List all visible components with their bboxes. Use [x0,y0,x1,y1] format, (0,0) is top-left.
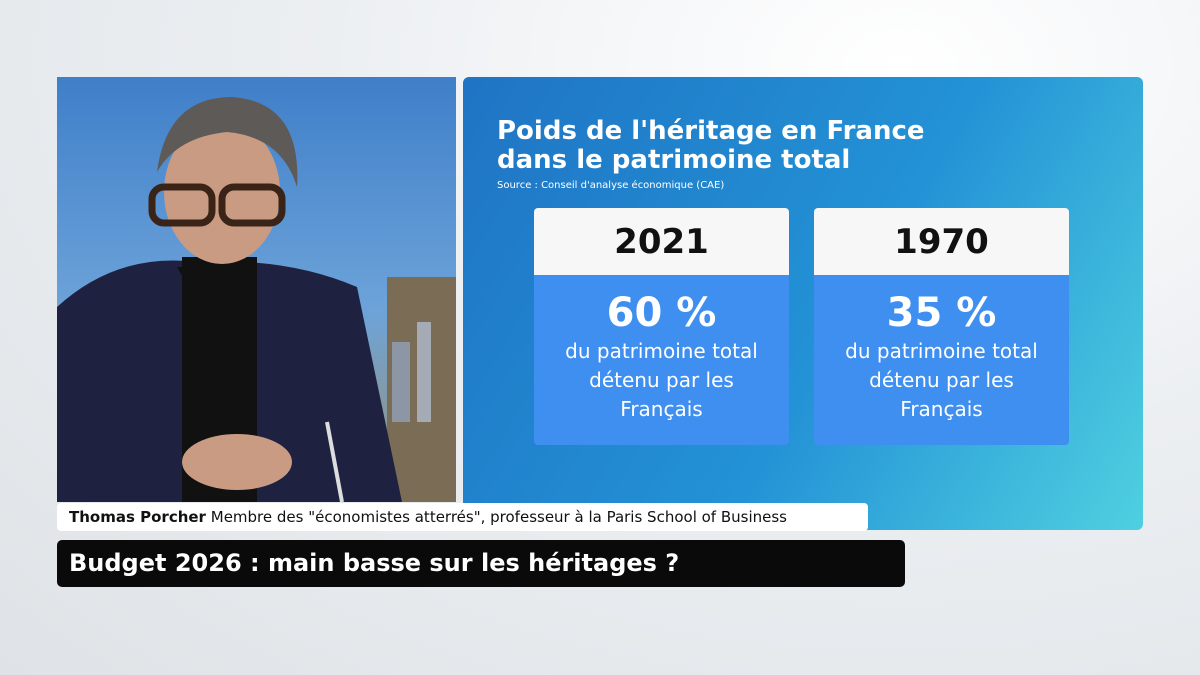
headline: Budget 2026 : main basse sur les héritag… [57,540,905,587]
card-caption: du patrimoine total détenu par les Franç… [565,339,758,421]
card-body: 35 % du patrimoine total détenu par les … [814,275,1069,445]
stat-card: 2021 60 % du patrimoine total détenu par… [534,208,789,445]
graphic-title: Poids de l'héritage en France dans le pa… [497,116,925,175]
stat-card: 1970 35 % du patrimoine total détenu par… [814,208,1069,445]
lower-third: Thomas Porcher Membre des "économistes a… [57,503,868,531]
source: Source : Conseil d'analyse économique (C… [497,180,725,191]
card-body: 60 % du patrimoine total détenu par les … [534,275,789,445]
presenter-image [57,97,456,502]
infographic: Poids de l'héritage en France dans le pa… [463,77,1143,530]
card-year: 2021 [534,208,789,275]
speaker-role: Membre des "économistes atterrés", profe… [210,508,787,526]
card-value: 60 % [606,290,717,336]
card-value: 35 % [886,290,997,336]
video-feed [57,77,456,502]
card-year: 1970 [814,208,1069,275]
speaker-name: Thomas Porcher [69,508,206,526]
card-caption: du patrimoine total détenu par les Franç… [845,339,1038,421]
